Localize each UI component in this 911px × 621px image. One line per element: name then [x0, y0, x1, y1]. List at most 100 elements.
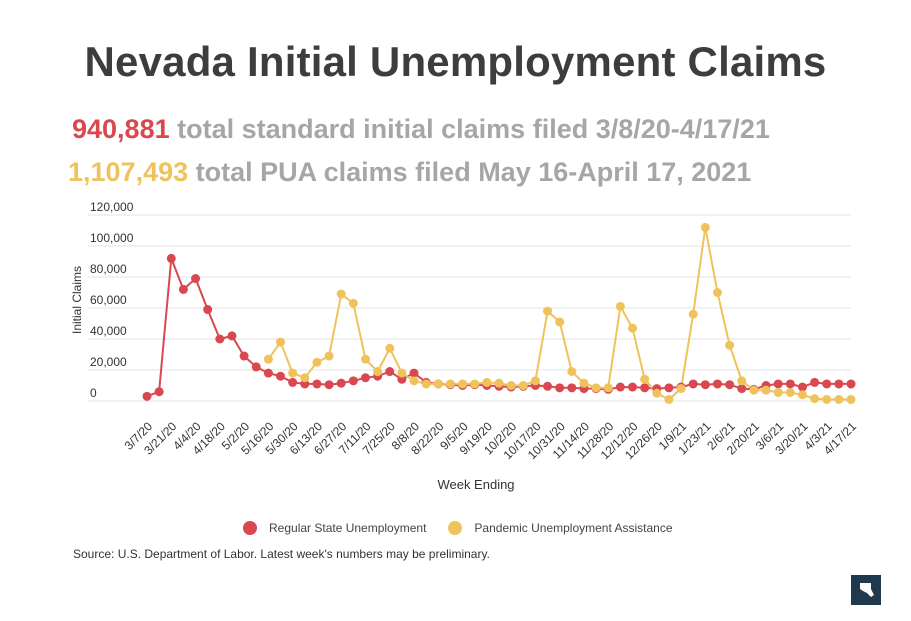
data-point-pua [506, 381, 516, 390]
data-point-regular [567, 383, 577, 393]
pua-total-text: total PUA claims filed May 16-April 17, … [188, 157, 752, 187]
data-point-pua [373, 367, 383, 377]
data-point-pua [555, 317, 565, 327]
y-tick-label: 120,000 [90, 200, 134, 214]
data-point-pua [276, 337, 286, 347]
data-point-pua [263, 354, 273, 364]
data-point-pua [591, 383, 601, 393]
data-point-pua [300, 373, 310, 383]
data-point-pua [688, 309, 698, 319]
data-point-pua [579, 378, 589, 388]
data-point-pua [409, 376, 419, 386]
data-point-pua [785, 387, 795, 397]
data-point-regular [700, 380, 710, 390]
data-point-regular [397, 374, 407, 384]
data-point-pua [725, 340, 735, 350]
data-point-pua [445, 379, 455, 389]
data-point-pua [737, 376, 747, 386]
data-point-pua [470, 379, 480, 389]
data-point-pua [397, 368, 407, 378]
nevada-icon [860, 583, 874, 597]
data-point-pua [360, 354, 370, 364]
data-point-regular [166, 253, 176, 263]
y-tick-label: 0 [90, 386, 97, 400]
data-point-pua [615, 301, 625, 311]
legend: Regular State Unemployment Pandemic Unem… [243, 521, 695, 535]
legend-swatch-pua [448, 521, 463, 535]
data-point-regular [688, 379, 698, 389]
data-point-pua [640, 374, 650, 384]
data-point-regular [773, 379, 783, 389]
data-point-regular [336, 378, 346, 388]
data-point-pua [628, 323, 638, 333]
data-point-pua [433, 379, 443, 389]
data-point-regular [555, 383, 565, 393]
data-point-pua [494, 378, 504, 388]
y-tick-label: 20,000 [90, 355, 127, 369]
legend-item-regular[interactable]: Regular State Unemployment [243, 521, 426, 535]
chart-title: Nevada Initial Unemployment Claims [84, 38, 827, 85]
data-point-regular [543, 381, 553, 391]
data-point-regular [227, 331, 237, 341]
subtitle-regular-total: 940,881 total standard initial claims fi… [72, 114, 770, 145]
data-point-regular [288, 377, 298, 387]
data-point-pua [846, 394, 856, 404]
data-point-regular [822, 379, 832, 389]
data-point-regular [203, 305, 213, 315]
data-point-regular [846, 379, 856, 389]
data-point-pua [761, 385, 771, 395]
data-point-pua [834, 394, 844, 404]
legend-item-pua[interactable]: Pandemic Unemployment Assistance [448, 521, 673, 535]
data-point-pua [797, 390, 807, 400]
data-point-pua [288, 368, 298, 378]
line-chart: 0 20,000 40,000 60,000 80,000 100,000 120,000 I… [70, 200, 859, 492]
data-point-regular [154, 387, 164, 397]
data-point-pua [810, 394, 820, 404]
data-point-pua [676, 384, 686, 394]
data-point-pua [773, 387, 783, 397]
data-point-regular [797, 382, 807, 392]
data-point-pua [518, 381, 528, 390]
data-point-regular [725, 380, 735, 390]
subtitle-pua-total: 1,107,493 total PUA claims filed May 16-… [68, 157, 751, 188]
y-tick-label: 40,000 [90, 324, 127, 338]
data-point-regular [615, 382, 625, 392]
data-point-pua [385, 343, 395, 353]
data-point-regular [263, 368, 273, 378]
data-point-regular [142, 391, 152, 401]
series-line-regular [146, 257, 851, 398]
data-point-regular [178, 284, 188, 294]
data-point-regular [409, 368, 419, 378]
regular-total-value: 940,881 [72, 114, 170, 144]
regular-total-text: total standard initial claims filed 3/8/… [169, 114, 770, 144]
x-axis-title: Week Ending [437, 477, 514, 492]
data-point-regular [785, 379, 795, 389]
legend-label-regular: Regular State Unemployment [269, 521, 427, 535]
data-point-regular [215, 334, 225, 344]
y-axis-title: Initial Claims [70, 266, 84, 334]
data-point-pua [652, 388, 662, 398]
data-point-regular [640, 383, 650, 393]
y-tick-label: 80,000 [90, 262, 127, 276]
data-point-pua [603, 383, 613, 393]
data-point-pua [348, 298, 358, 308]
data-point-pua [664, 394, 674, 404]
data-point-pua [822, 394, 832, 404]
data-point-regular [191, 274, 201, 284]
data-point-regular [312, 379, 322, 389]
data-point-regular [737, 384, 747, 394]
data-point-pua [749, 385, 759, 395]
data-point-pua [312, 357, 322, 367]
data-point-regular [360, 373, 370, 383]
data-point-regular [324, 380, 334, 390]
data-point-regular [276, 371, 286, 381]
data-point-regular [712, 379, 722, 389]
publisher-logo[interactable] [851, 575, 881, 605]
data-point-pua [530, 376, 540, 386]
data-point-pua [324, 351, 334, 361]
data-point-regular [348, 376, 358, 386]
data-point-pua [458, 379, 468, 389]
legend-swatch-regular [243, 521, 257, 535]
data-point-pua [482, 377, 492, 387]
data-point-pua [567, 367, 577, 377]
